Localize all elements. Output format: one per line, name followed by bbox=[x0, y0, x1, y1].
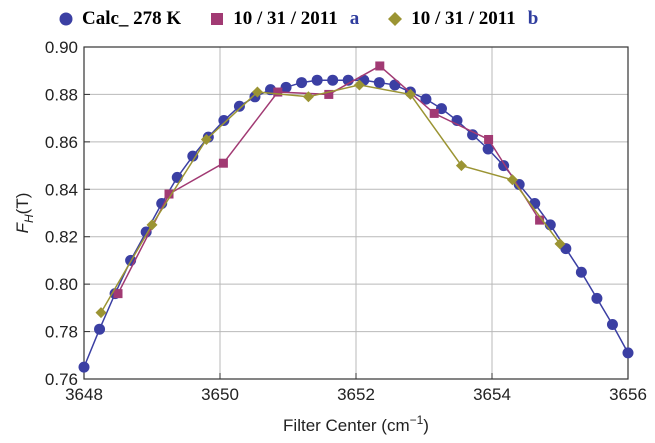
y-tick-label: 0.86 bbox=[45, 133, 78, 152]
data-point bbox=[233, 100, 245, 112]
y-tick-label: 0.78 bbox=[45, 323, 78, 342]
data-point bbox=[375, 61, 385, 71]
data-point bbox=[455, 160, 467, 172]
data-point bbox=[575, 266, 587, 278]
legend-diamond-marker-icon bbox=[388, 12, 403, 26]
legend-circle-marker-icon bbox=[59, 12, 73, 26]
series-a bbox=[113, 61, 545, 299]
x-tick-label: 3656 bbox=[609, 385, 647, 404]
y-tick-label: 0.84 bbox=[45, 180, 78, 199]
legend-item-b: 10 / 31 / 2011 b bbox=[387, 8, 538, 30]
series-line bbox=[100, 84, 561, 313]
data-point bbox=[506, 174, 518, 186]
legend-suffix-b: b bbox=[527, 8, 539, 29]
data-point bbox=[591, 292, 603, 304]
data-point bbox=[280, 81, 292, 93]
data-point bbox=[187, 150, 199, 162]
y-tick-label: 0.88 bbox=[45, 85, 78, 104]
data-point bbox=[420, 93, 432, 105]
data-point bbox=[296, 77, 308, 89]
data-point bbox=[404, 88, 416, 100]
data-point bbox=[606, 318, 618, 330]
y-tick-label: 0.80 bbox=[45, 275, 78, 294]
data-point bbox=[78, 361, 90, 373]
data-point bbox=[513, 179, 525, 191]
data-point bbox=[164, 189, 174, 199]
series-b bbox=[95, 79, 566, 319]
legend-square-marker-icon bbox=[211, 13, 224, 25]
data-point bbox=[482, 143, 494, 155]
data-point bbox=[302, 91, 314, 103]
data-point bbox=[327, 74, 339, 86]
y-tick-label: 0.76 bbox=[45, 370, 78, 389]
data-point bbox=[467, 129, 479, 141]
x-axis-title: Filter Center (cm−1) bbox=[283, 413, 429, 435]
y-axis-title: FH(T) bbox=[13, 193, 36, 234]
data-point bbox=[324, 89, 334, 99]
data-point bbox=[311, 74, 323, 86]
data-point bbox=[95, 307, 107, 319]
data-point bbox=[429, 108, 439, 118]
y-tick-label: 0.82 bbox=[45, 228, 78, 247]
x-tick-label: 3648 bbox=[65, 385, 103, 404]
data-point bbox=[94, 323, 106, 335]
legend-suffix-a: a bbox=[349, 8, 360, 29]
data-point bbox=[273, 87, 283, 97]
legend-item-a: 10 / 31 / 2011 a bbox=[209, 8, 359, 30]
legend-label-a: 10 / 31 / 2011 bbox=[233, 8, 338, 29]
y-tick-label: 0.90 bbox=[45, 38, 78, 57]
data-point bbox=[342, 74, 354, 86]
data-point bbox=[146, 219, 158, 231]
chart-legend: Calc_ 278 K 10 / 31 / 2011 a 10 / 31 / 20… bbox=[58, 2, 538, 36]
chart-grid bbox=[83, 46, 629, 380]
data-point bbox=[484, 134, 494, 144]
legend-label-calc: Calc_ 278 K bbox=[82, 8, 182, 29]
legend-label-b: 10 / 31 / 2011 bbox=[411, 8, 516, 29]
data-point bbox=[218, 115, 230, 127]
data-point bbox=[353, 79, 365, 91]
data-point bbox=[389, 79, 401, 91]
data-point bbox=[435, 103, 447, 115]
x-tick-label: 3652 bbox=[337, 385, 375, 404]
data-point bbox=[200, 133, 212, 145]
data-point bbox=[113, 289, 123, 299]
x-tick-label: 3650 bbox=[201, 385, 239, 404]
data-point bbox=[171, 171, 183, 183]
data-point bbox=[622, 347, 634, 359]
data-point bbox=[251, 86, 263, 98]
data-point bbox=[554, 238, 566, 250]
chart-ticks: 3648 3650 3652 3654 3656 0.76 0.78 0.80 0.82 0.84… bbox=[45, 38, 647, 404]
data-point bbox=[218, 158, 228, 168]
legend-item-calc: Calc_ 278 K bbox=[58, 8, 181, 30]
x-tick-label: 3654 bbox=[473, 385, 511, 404]
chart-series bbox=[78, 61, 634, 373]
data-point bbox=[535, 215, 545, 225]
data-point bbox=[373, 77, 385, 89]
